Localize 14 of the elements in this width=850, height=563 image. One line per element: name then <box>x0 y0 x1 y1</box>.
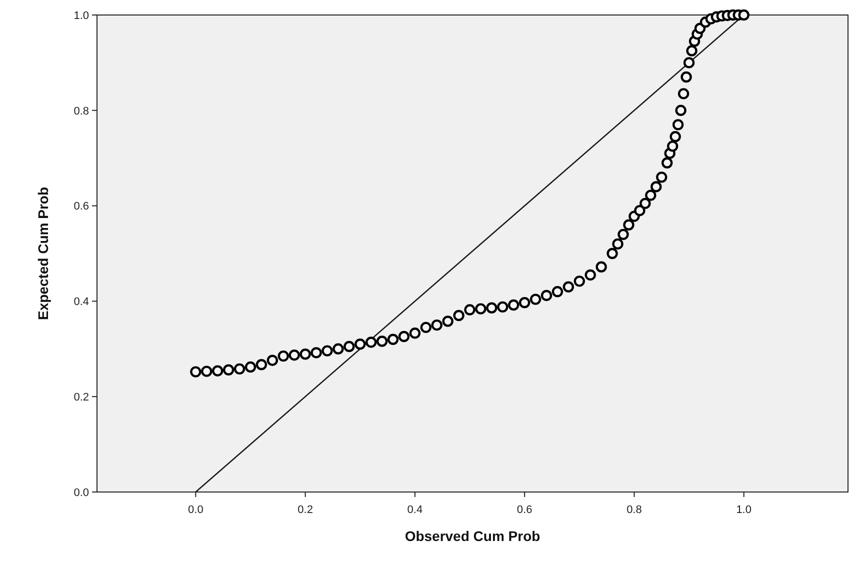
x-tick-label: 0.8 <box>626 504 642 516</box>
y-axis-title: Expected Cum Prob <box>35 186 51 320</box>
x-tick-label: 0.2 <box>298 504 313 516</box>
x-axis-title: Observed Cum Prob <box>404 528 540 544</box>
y-tick-label: 0.2 <box>74 391 89 404</box>
x-tick-label: 1.0 <box>736 504 752 516</box>
y-tick-label: 0.6 <box>74 200 89 213</box>
x-tick-label: 0.0 <box>188 504 204 516</box>
y-tick-label: 1.0 <box>74 10 89 22</box>
x-tick-label: 0.4 <box>407 504 423 516</box>
y-tick-label: 0.8 <box>74 105 89 118</box>
x-tick-label: 0.6 <box>516 504 532 516</box>
y-tick-label: 0.0 <box>74 486 89 499</box>
y-tick-label: 0.4 <box>74 296 89 308</box>
